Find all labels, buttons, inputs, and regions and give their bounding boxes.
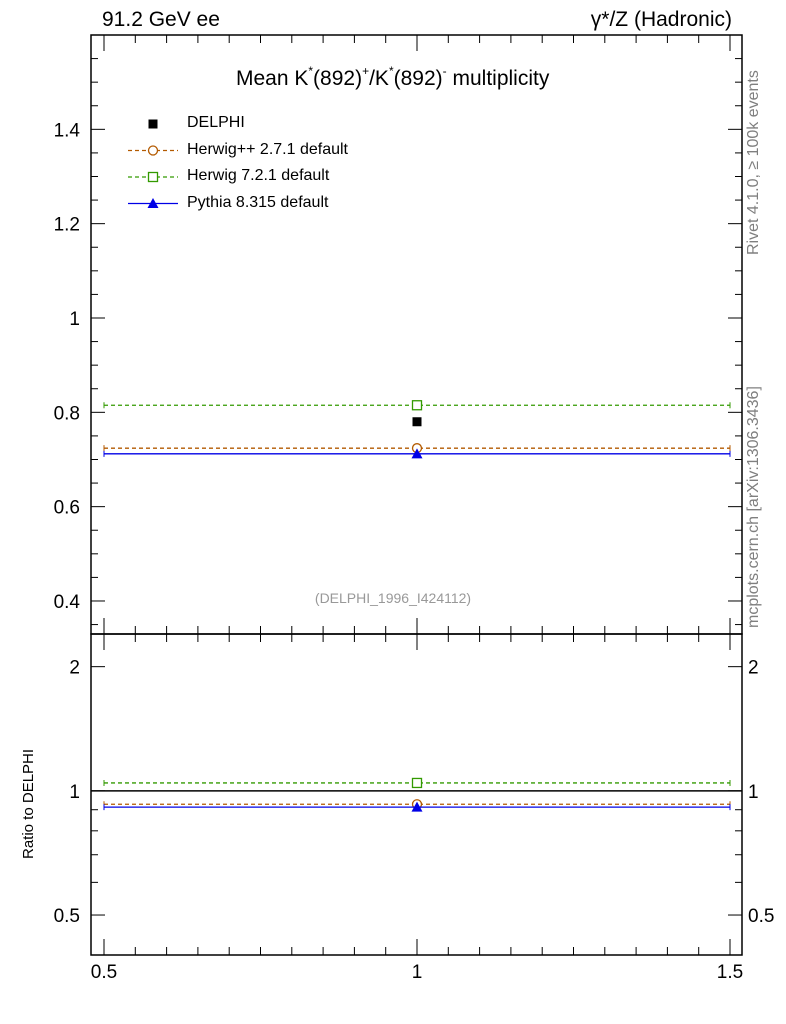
title-mid-1: (892) (313, 67, 363, 90)
legend-herwigpp-marker (147, 145, 159, 156)
legend-label-pythia: Pythia 8.315 default (187, 193, 329, 211)
main-y-tick-label: 1 (69, 309, 80, 330)
x-tick-label: 1 (412, 962, 423, 983)
ratio-y-tick-label-left: 2 (69, 658, 80, 679)
legend-label-delphi: DELPHI (187, 114, 245, 131)
title-plus: + (362, 64, 370, 78)
x-tick-label: 1.5 (717, 962, 743, 983)
x-tick-label: 0.5 (91, 962, 117, 983)
main-y-tick-label: 0.6 (54, 498, 80, 519)
ratio-panel: 0.5 1 1.5 0.5 0.5 1 1 2 2 (54, 633, 774, 983)
title-suffix: multiplicity (446, 67, 550, 90)
legend-herwig7-marker (147, 171, 159, 183)
process-label: γ*/Z (Hadronic) (590, 8, 732, 31)
ratio-pythia-marker (411, 801, 423, 812)
legend-label-herwigpp: Herwig++ 2.7.1 default (187, 140, 348, 158)
energy-label: 91.2 GeV ee (102, 8, 220, 31)
title-star-2: * (388, 64, 394, 78)
ratio-y-axis-label: Ratio to DELPHI (20, 748, 37, 859)
title-mid-2: (892) (393, 67, 443, 90)
title-star-1: * (308, 64, 314, 78)
ratio-frame (90, 633, 743, 956)
main-pythia-marker (411, 448, 423, 459)
ratio-y-tick-label-right: 1 (748, 782, 759, 803)
main-y-tick-label: 1.4 (54, 120, 81, 141)
ratio-y-tick-label-left: 1 (69, 782, 80, 803)
ratio-y-tick-label-left: 0.5 (54, 906, 80, 927)
ratio-herwig7-marker (411, 777, 423, 789)
legend-label-herwig7: Herwig 7.2.1 default (187, 167, 330, 184)
chart-title: Mean K*(892)+/K*(892)- multiplicity (236, 64, 550, 91)
main-y-tick-label: 0.8 (54, 403, 80, 424)
title-prefix: Mean K (236, 67, 309, 90)
main-herwig7-marker (411, 400, 423, 411)
analysis-reference: (DELPHI_1996_I424112) (314, 590, 472, 606)
main-y-tick-label: 1.2 (54, 215, 80, 236)
ratio-y-tick-label-right: 2 (748, 658, 759, 679)
rivet-version-label: Rivet 4.1.0, ≥ 100k events (745, 70, 762, 255)
legend-pythia-marker (147, 198, 159, 208)
legend (128, 119, 178, 208)
main-y-tick-label: 0.4 (54, 592, 81, 613)
mcplots-label: mcplots.cern.ch [arXiv:1306.3436] (745, 386, 762, 628)
ratio-y-tick-label-right: 0.5 (748, 906, 774, 927)
title-slash: /K (369, 67, 389, 90)
title-minus: - (442, 64, 447, 78)
main-delphi-marker (412, 417, 422, 427)
legend-delphi-marker (148, 119, 158, 129)
